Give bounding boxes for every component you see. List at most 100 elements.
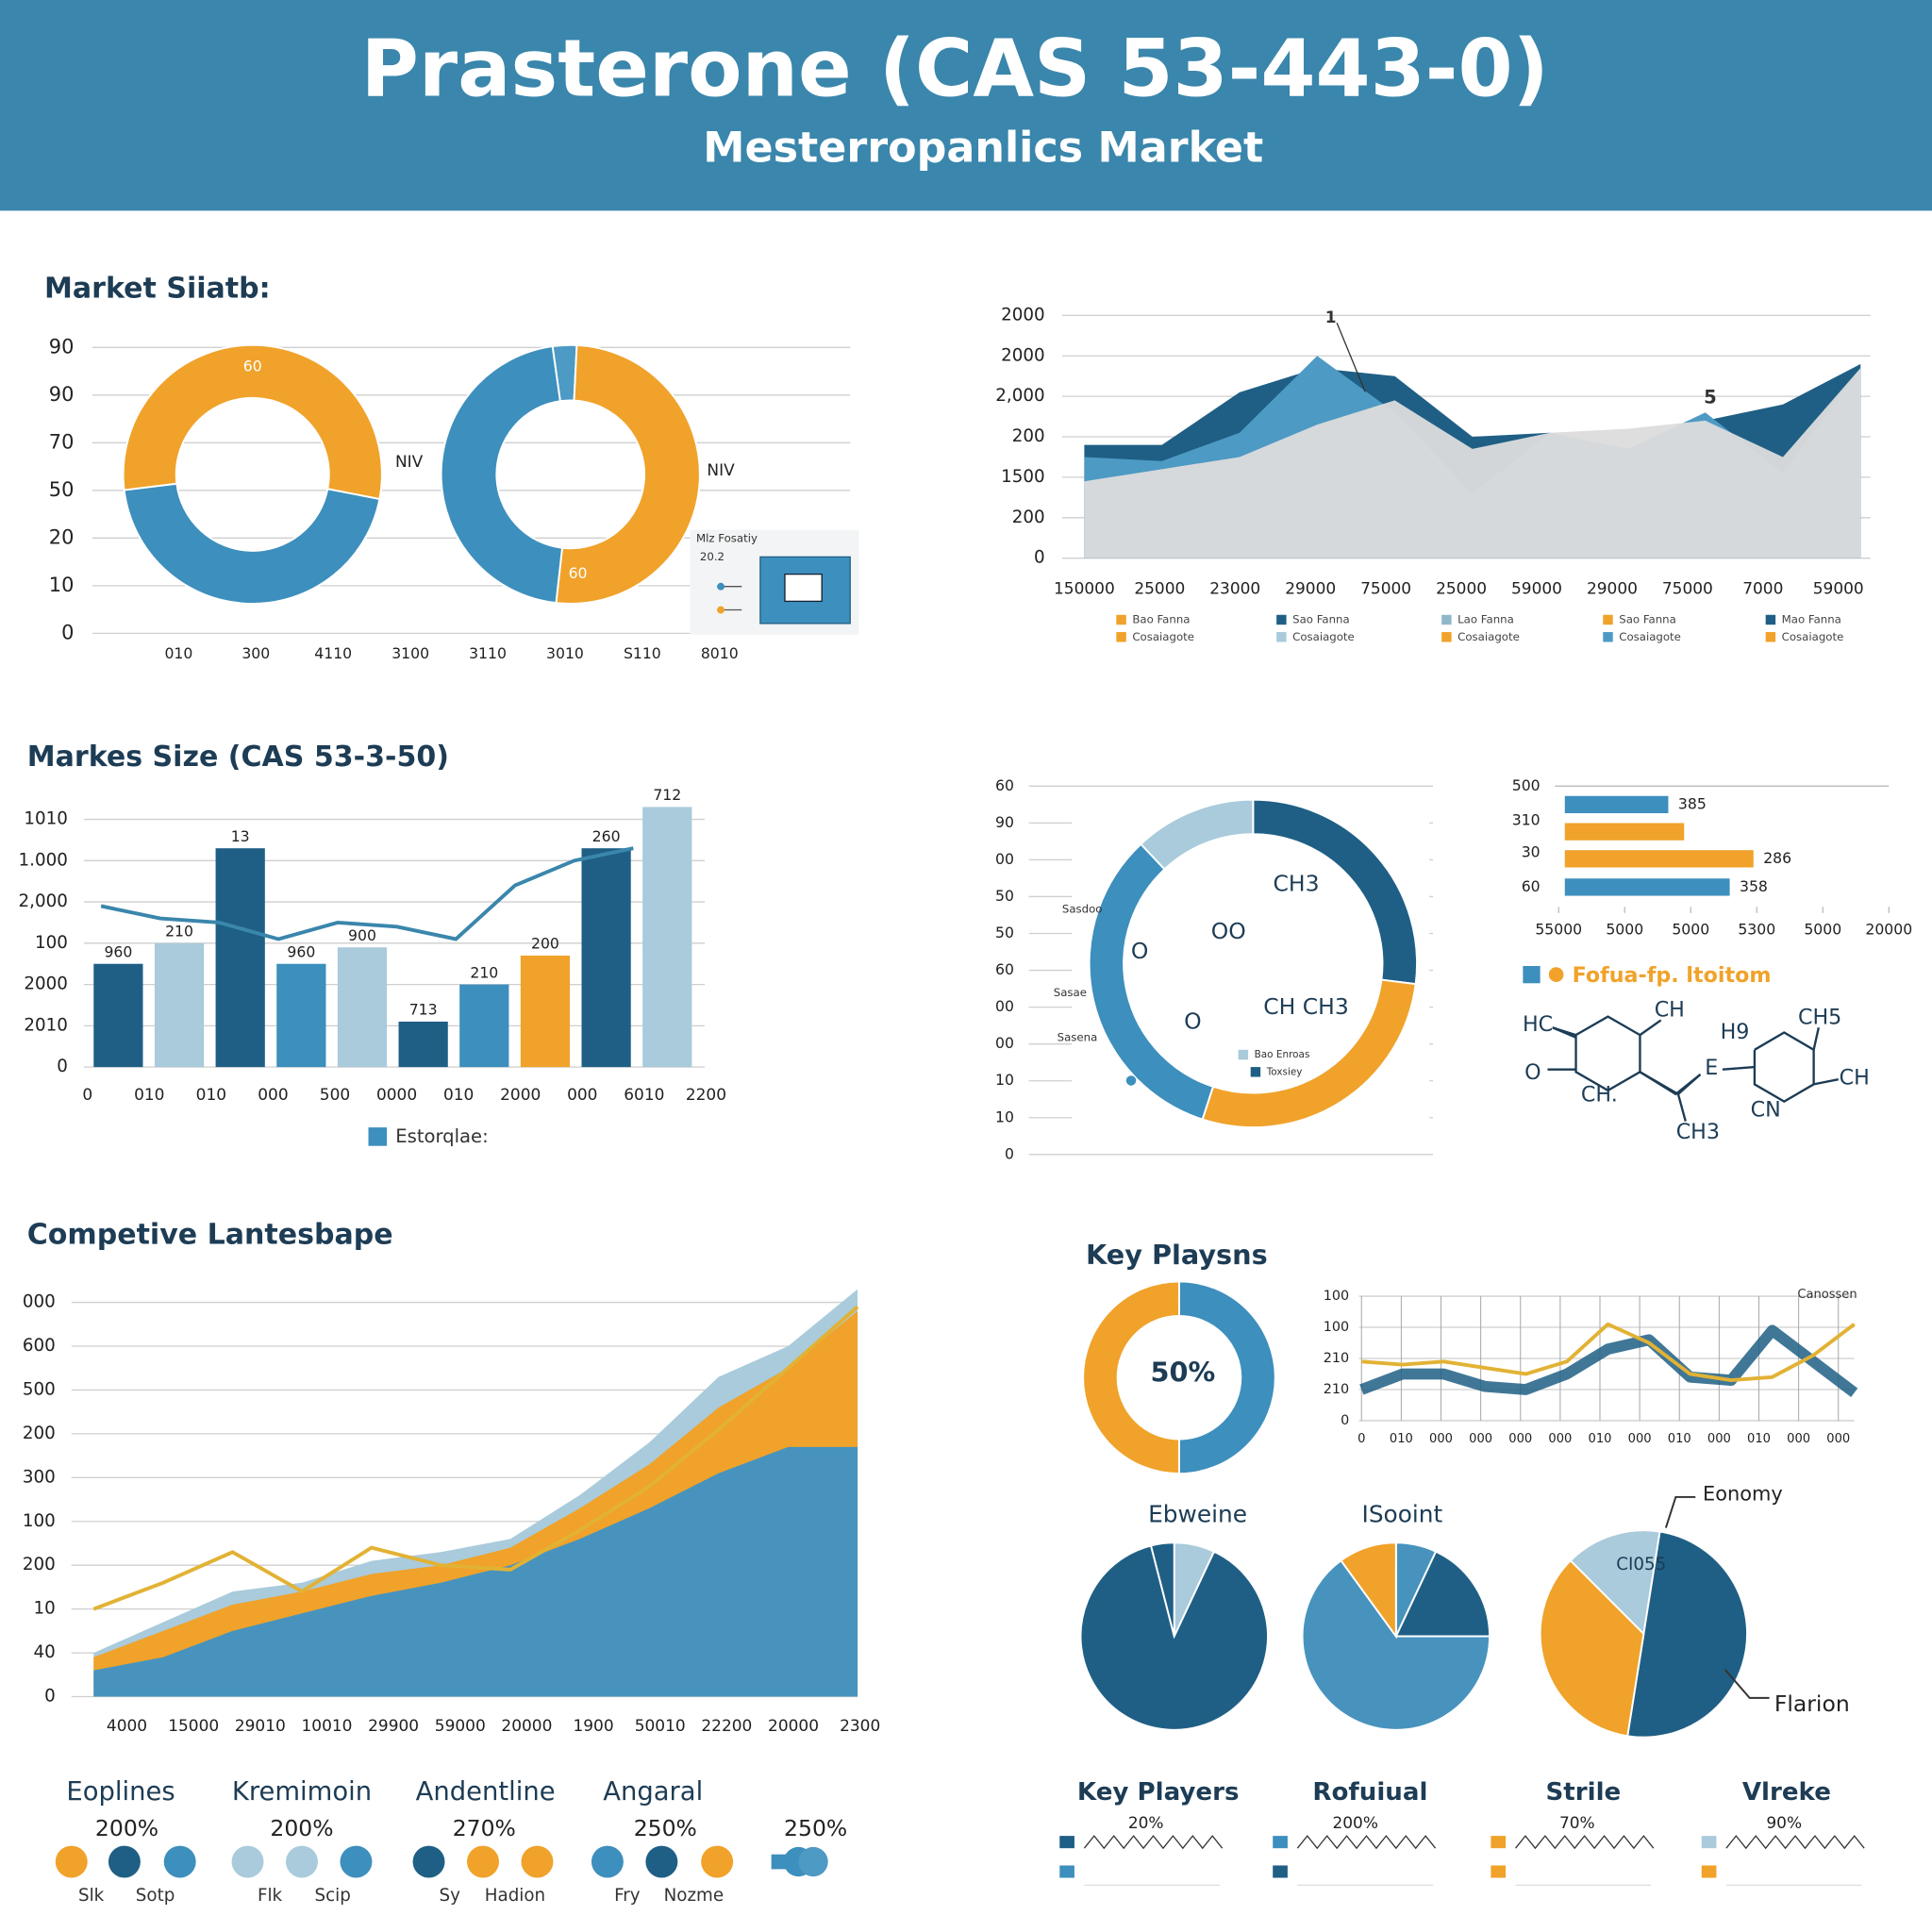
y-tick-label: 1500	[1001, 467, 1045, 487]
group-heading: Angaral	[603, 1777, 703, 1807]
x-tick-label: 29900	[368, 1717, 419, 1736]
y-tick-label: 10	[995, 1108, 1014, 1125]
y-tick-label: 2,000	[19, 891, 68, 911]
legend-swatch	[1491, 1865, 1507, 1878]
bar	[1564, 795, 1669, 814]
y-tick-label: 00	[995, 850, 1014, 868]
header-band	[0, 0, 1932, 211]
x-tick-label: 29000	[1587, 579, 1638, 598]
legend-text: Cosaiagote	[1132, 630, 1194, 643]
legend-text: Fofua-fp. ltoitom	[1573, 963, 1772, 988]
x-tick-label: 20000	[1865, 921, 1912, 939]
legend-swatch	[1441, 614, 1452, 625]
bar	[215, 848, 265, 1068]
x-tick-label: 010	[1390, 1432, 1413, 1446]
line	[1359, 1324, 1858, 1397]
donut-slice	[555, 343, 701, 605]
x-tick-label: 0000	[376, 1086, 417, 1105]
x-tick-label: 15000	[168, 1717, 219, 1736]
y-tick-label: 0	[1034, 548, 1045, 568]
dot-label: Sy	[440, 1886, 461, 1906]
legend-dot	[467, 1845, 499, 1878]
molecule-label: E	[1705, 1056, 1718, 1080]
center-label: 50%	[1151, 1356, 1216, 1388]
x-tick-label: 6010	[624, 1086, 664, 1105]
x-tick-label: 75000	[1662, 579, 1713, 598]
legend-text: Estorqlae:	[395, 1125, 488, 1147]
line	[1361, 1322, 1856, 1383]
legend-dot	[286, 1845, 318, 1878]
legend-dot	[231, 1845, 264, 1878]
x-tick-label: 10010	[301, 1717, 352, 1736]
x-tick-label: 22200	[701, 1717, 752, 1736]
y-tick-label: 600	[23, 1336, 56, 1356]
zigzag	[1296, 1835, 1437, 1850]
legend-text: Bao Enroas	[1255, 1049, 1310, 1060]
legend-swatch	[1276, 614, 1287, 625]
x-tick-label: 75000	[1360, 579, 1411, 598]
bar	[1564, 878, 1730, 896]
x-tick-label: 55000	[1535, 921, 1582, 939]
zigzag	[1083, 1835, 1224, 1850]
y-tick-label: 100	[1324, 1289, 1349, 1304]
bar	[1564, 850, 1754, 868]
x-tick-label: 0	[1357, 1432, 1365, 1446]
donut-slice	[1082, 1280, 1180, 1475]
y-tick-label: 50	[49, 478, 75, 501]
zigzag	[1515, 1835, 1655, 1850]
value-label: 900	[348, 926, 376, 944]
legend-swatch	[1059, 1836, 1074, 1849]
x-tick-label: 8010	[701, 644, 739, 662]
legend-dot	[412, 1845, 445, 1878]
y-tick-label: 60	[995, 960, 1014, 978]
value-label: 712	[653, 786, 681, 804]
slice-label: Sasena	[1058, 1030, 1098, 1043]
y-tick-label: 2000	[1001, 305, 1045, 325]
pie-slice	[1626, 1530, 1749, 1739]
molecule-label: CH.	[1581, 1083, 1618, 1108]
donut-slice	[1177, 1280, 1276, 1475]
x-tick-label: 010	[164, 644, 192, 662]
donut-label: 60	[569, 564, 588, 582]
legend-swatch	[1491, 1836, 1507, 1849]
donut-slice	[122, 343, 383, 501]
molecule-label: O	[1184, 1008, 1202, 1035]
legend-text: Cosaiagote	[1619, 630, 1681, 643]
chart-title: Competive Lantesbape	[27, 1219, 393, 1252]
callout: Eonomy	[1703, 1482, 1783, 1505]
group-heading: Key Players	[1077, 1778, 1240, 1807]
x-tick-label: 500	[320, 1086, 350, 1105]
group-percent: 20%	[1128, 1814, 1164, 1833]
y-tick-label: 00	[995, 997, 1014, 1015]
y-tick-label: 000	[23, 1292, 56, 1312]
group-heading: Eoplines	[66, 1777, 175, 1807]
molecule-label: O	[1524, 1060, 1541, 1085]
annotation: Canossen	[1797, 1288, 1857, 1302]
legend-swatch	[1116, 632, 1126, 642]
pie-slice	[1301, 1558, 1491, 1731]
y-tick-label: 310	[1512, 810, 1541, 828]
pie-slice	[1149, 1541, 1175, 1637]
legend-text: 20.2	[700, 550, 724, 563]
pie-slice	[1569, 1529, 1661, 1636]
value-label: 713	[409, 1001, 438, 1019]
dot-label: Sotp	[136, 1886, 175, 1906]
molecule-label: CH3	[1676, 1120, 1720, 1144]
area	[1084, 368, 1861, 558]
page-title: Prasterone (CAS 53-443-0)	[361, 22, 1549, 114]
donut-slice	[123, 482, 381, 605]
bond	[1552, 1026, 1576, 1039]
group-percent: 90%	[1766, 1814, 1802, 1833]
x-tick-label: 25000	[1134, 579, 1185, 598]
y-tick-label: 2000	[24, 974, 68, 994]
x-tick-label: S110	[624, 644, 661, 662]
x-tick-label: 20000	[768, 1717, 819, 1736]
legend-text: Cosaiagote	[1292, 630, 1355, 643]
y-tick-label: 00	[995, 1034, 1014, 1052]
y-tick-label: 2,000	[995, 386, 1044, 406]
legend-swatch	[1116, 614, 1126, 625]
x-tick-label: 000	[1826, 1432, 1850, 1446]
x-tick-label: 000	[258, 1086, 288, 1105]
value-label: 210	[165, 923, 193, 941]
group-percent: 250%	[634, 1815, 697, 1841]
